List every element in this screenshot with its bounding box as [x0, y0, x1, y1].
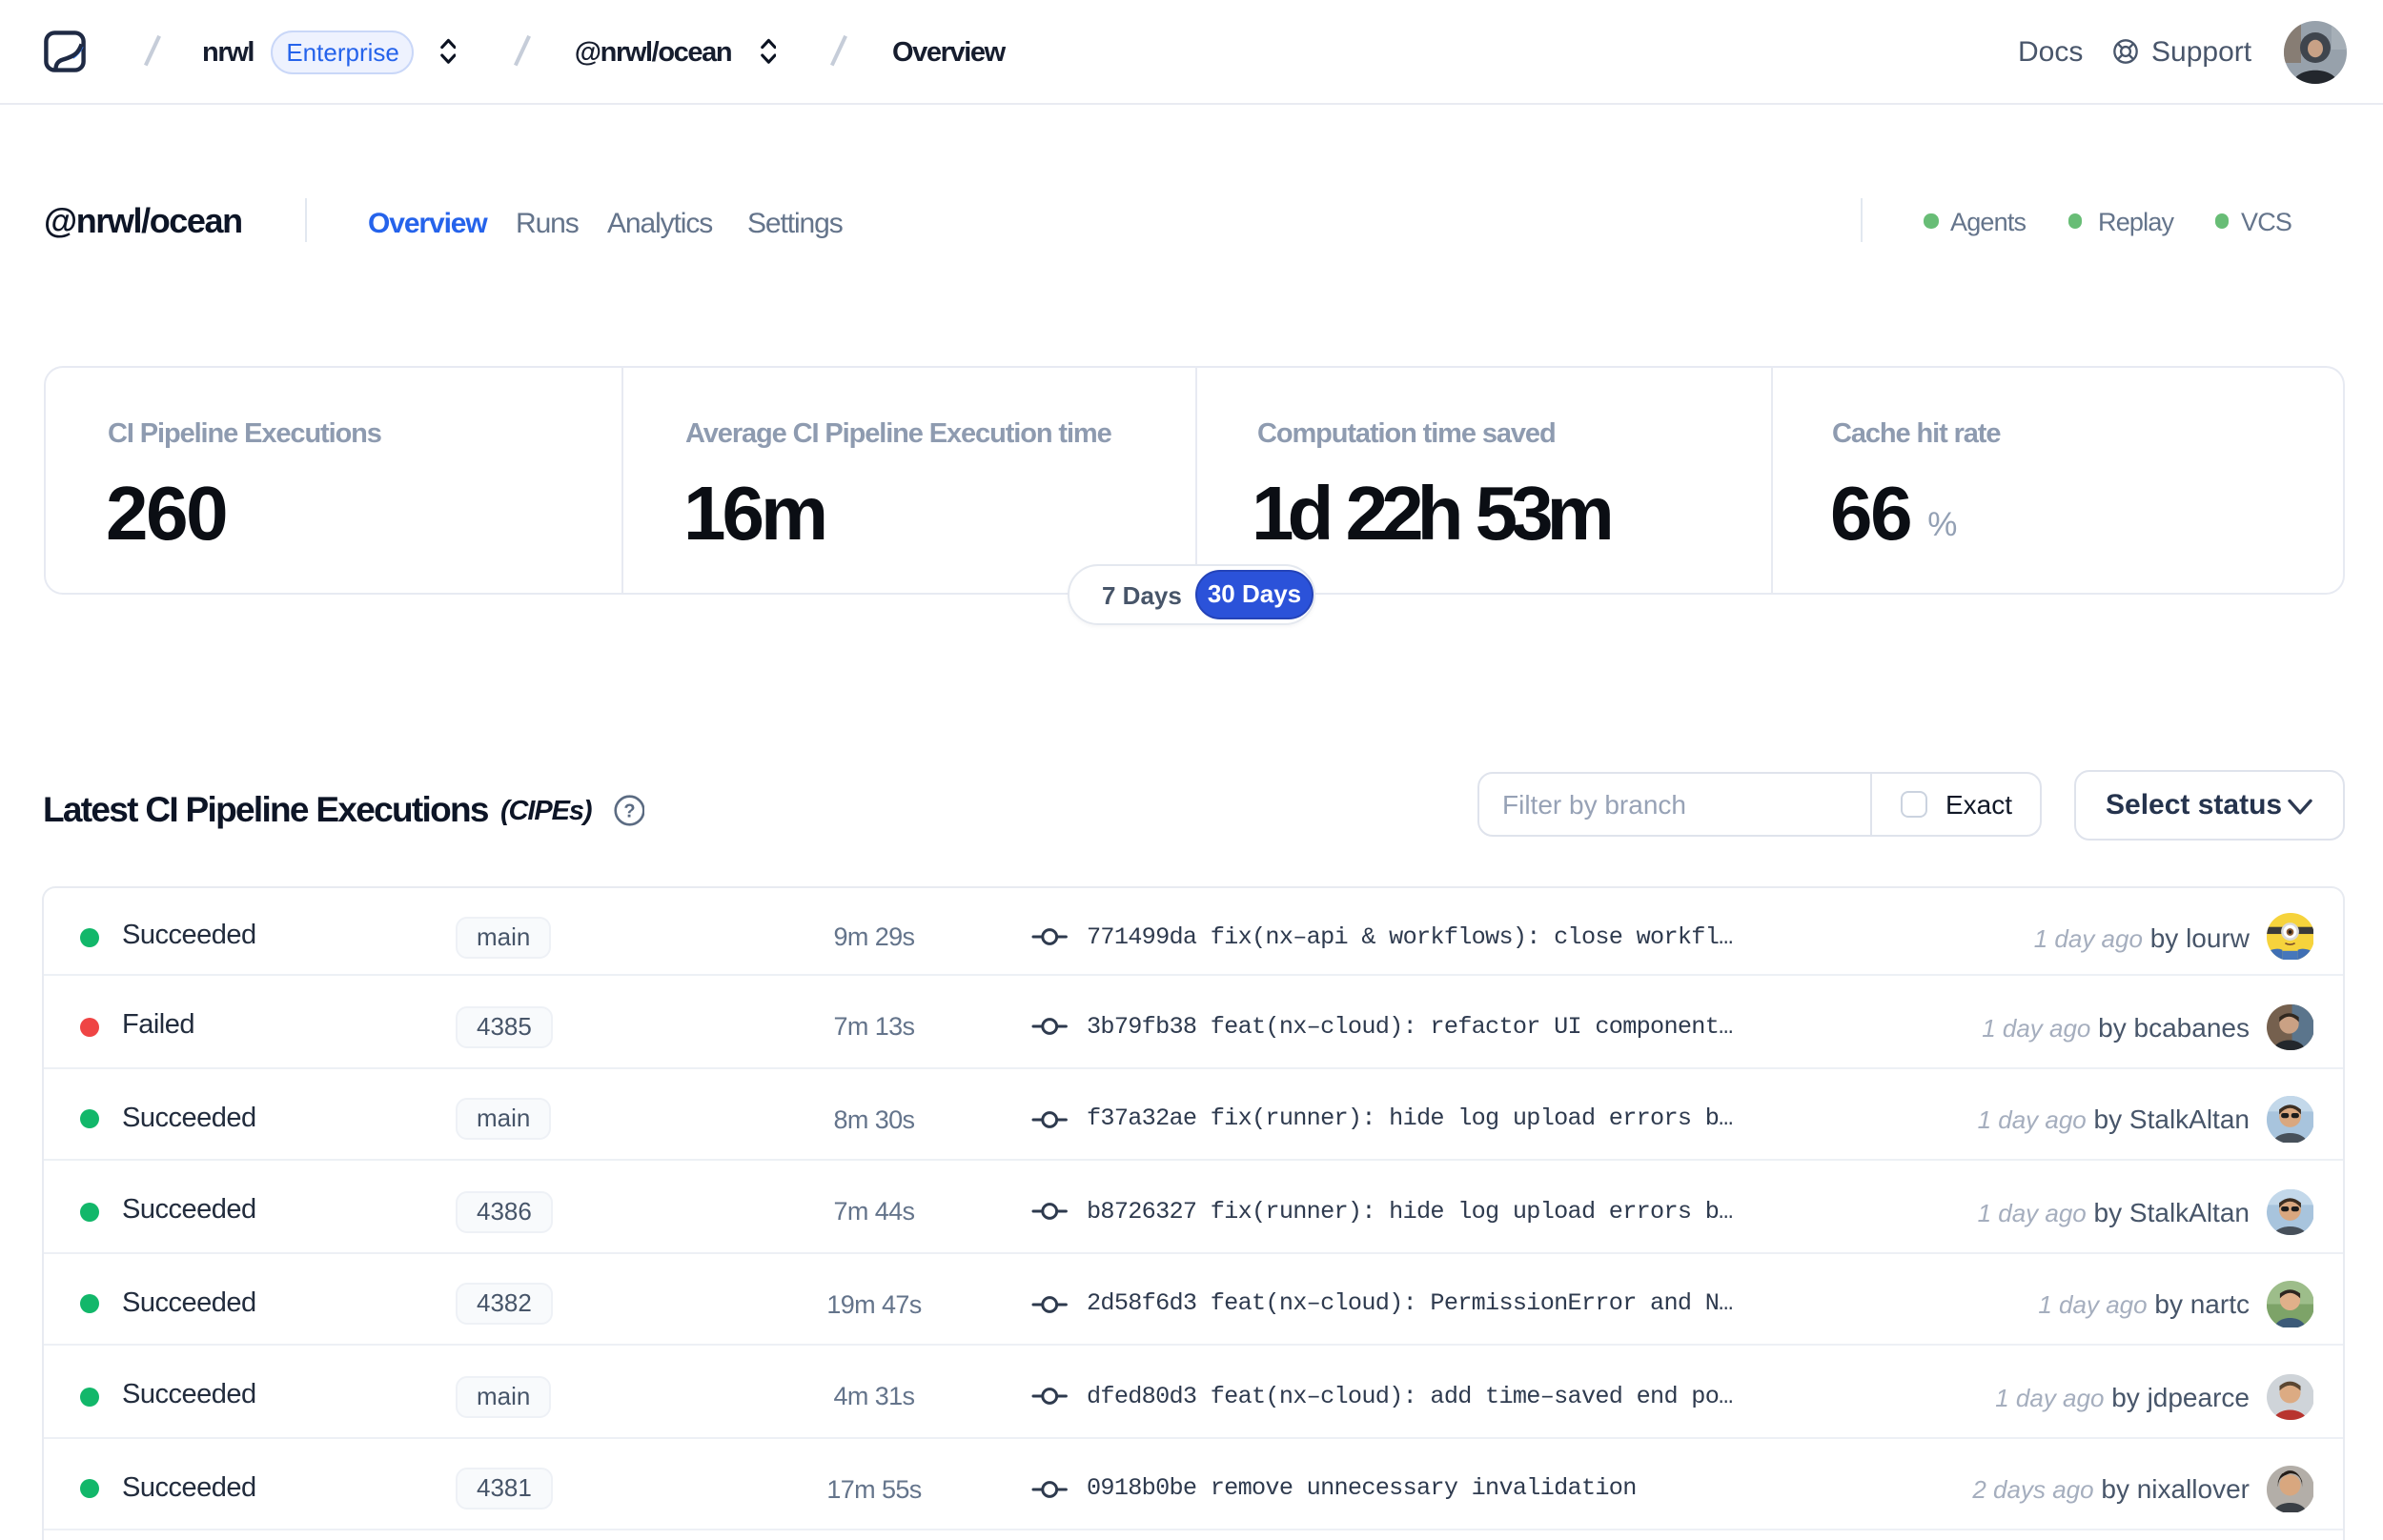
svg-text:?: ?: [622, 801, 634, 822]
